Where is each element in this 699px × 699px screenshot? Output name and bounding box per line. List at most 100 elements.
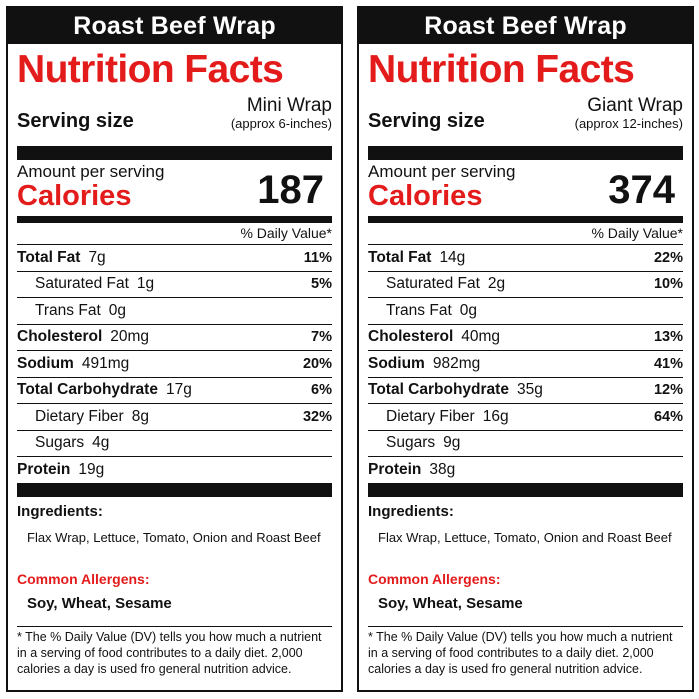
amount-per-serving-label: Amount per serving [17, 162, 165, 181]
product-title: Roast Beef Wrap [359, 8, 692, 44]
nutrient-daily-value: 11% [303, 249, 332, 266]
nutrient-row-saturated-fat: Saturated Fat 1g 5% [17, 272, 332, 298]
calories-label: Calories [17, 180, 132, 212]
serving-size-value: Giant Wrap (approx 12-inches) [575, 96, 683, 132]
nutrient-row-total-carbohydrate: Total Carbohydrate 17g 6% [17, 378, 332, 404]
nutrient-amount: 9g [443, 434, 461, 452]
nutrient-amount: 19g [78, 460, 105, 478]
serving-size-note: (approx 6-inches) [230, 116, 332, 131]
nutrient-row-sodium: Sodium 982mg 41% [368, 351, 683, 378]
nutrient-daily-value: 41% [653, 355, 683, 372]
nutrient-daily-value: 22% [653, 249, 683, 266]
daily-value-header: % Daily Value* [17, 223, 332, 245]
nutrient-name: Protein [368, 460, 422, 478]
nutrient-name: Dietary Fiber [35, 407, 124, 425]
nutrient-daily-value: 32% [302, 408, 332, 425]
calories-value: 187 [257, 168, 324, 212]
nutrient-name: Total Carbohydrate [17, 381, 158, 399]
nutrient-name: Cholesterol [17, 328, 103, 346]
nutrient-daily-value: 20% [302, 355, 332, 372]
nutrient-daily-value: 7% [311, 329, 332, 346]
amount-per-serving-label: Amount per serving [368, 162, 516, 181]
allergens-heading: Common Allergens: [17, 570, 150, 587]
divider-thick [17, 482, 332, 497]
ingredients-text: Flax Wrap, Lettuce, Tomato, Onion and Ro… [27, 529, 321, 545]
nutrient-amount: 4g [92, 434, 110, 452]
nutrient-name: Dietary Fiber [386, 407, 475, 425]
calories-block: Amount per serving Calories 374 [368, 160, 683, 216]
nutrient-name: Cholesterol [368, 328, 454, 346]
nutrient-daily-value: 5% [311, 276, 332, 293]
nutrient-row-protein: Protein 38g [368, 457, 683, 483]
nutrient-name: Total Fat [17, 248, 81, 266]
nutrient-amount: 20mg [110, 328, 150, 346]
nutrient-daily-value: 64% [653, 408, 683, 425]
nutrient-row-total-fat: Total Fat 14g 22% [368, 245, 683, 272]
nutrient-name: Sugars [386, 434, 436, 452]
nutrient-daily-value: 13% [653, 329, 683, 346]
nutrient-amount: 35g [516, 381, 543, 399]
nutrient-name: Total Carbohydrate [368, 381, 509, 399]
serving-size-text: Mini Wrap [246, 95, 332, 116]
calories-value: 374 [608, 168, 675, 212]
nutrition-facts-heading: Nutrition Facts [17, 48, 284, 91]
nutrient-row-total-fat: Total Fat 7g 11% [17, 245, 332, 272]
nutrient-name: Protein [17, 460, 71, 478]
serving-size-text: Giant Wrap [587, 95, 683, 116]
allergens-text: Soy, Wheat, Sesame [27, 594, 172, 612]
nutrient-amount: 0g [459, 301, 477, 319]
nutrition-label-giant: Roast Beef Wrap Nutrition Facts Serving … [357, 6, 694, 692]
nutrient-amount: 982mg [432, 354, 481, 372]
nutrient-amount: 17g [165, 381, 192, 399]
nutrient-row-saturated-fat: Saturated Fat 2g 10% [368, 272, 683, 298]
divider-thin [368, 625, 683, 627]
nutrient-amount: 8g [131, 407, 149, 425]
nutrient-amount: 14g [439, 248, 466, 266]
nutrient-amount: 38g [429, 460, 456, 478]
nutrient-daily-value: 10% [653, 276, 683, 293]
nutrient-name: Saturated Fat [35, 275, 129, 293]
nutrient-name: Trans Fat [386, 301, 452, 319]
nutrition-facts-heading: Nutrition Facts [368, 48, 635, 91]
daily-value-header: % Daily Value* [368, 223, 683, 245]
nutrient-amount: 16g [482, 407, 509, 425]
daily-value-footnote: * The % Daily Value (DV) tells you how m… [368, 630, 673, 676]
serving-row: Serving size Giant Wrap (approx 12-inche… [368, 96, 683, 140]
nutrient-daily-value: 6% [311, 382, 332, 399]
nutrient-name: Sodium [368, 354, 425, 372]
nutrient-name: Saturated Fat [386, 275, 480, 293]
nutrient-name: Total Fat [368, 248, 432, 266]
nutrient-row-dietary-fiber: Dietary Fiber 8g 32% [17, 404, 332, 431]
serving-size-value: Mini Wrap (approx 6-inches) [231, 96, 332, 132]
allergens-text: Soy, Wheat, Sesame [378, 594, 523, 612]
nutrient-row-trans-fat: Trans Fat 0g [368, 298, 683, 325]
nutrient-amount: 0g [108, 301, 126, 319]
nutrient-row-sugars: Sugars 4g [17, 431, 332, 457]
nutrition-label-mini: Roast Beef Wrap Nutrition Facts Serving … [6, 6, 343, 692]
divider-medium [17, 216, 332, 223]
calories-label: Calories [368, 180, 483, 212]
nutrient-row-protein: Protein 19g [17, 457, 332, 483]
nutrient-row-sodium: Sodium 491mg 20% [17, 351, 332, 378]
ingredients-text: Flax Wrap, Lettuce, Tomato, Onion and Ro… [378, 529, 672, 545]
divider-thick [368, 482, 683, 497]
divider-thick [17, 146, 332, 160]
serving-size-label: Serving size [17, 110, 134, 132]
nutrient-row-total-carbohydrate: Total Carbohydrate 35g 12% [368, 378, 683, 404]
ingredients-heading: Ingredients: [368, 502, 454, 520]
nutrient-row-dietary-fiber: Dietary Fiber 16g 64% [368, 404, 683, 431]
nutrient-amount: 2g [487, 275, 506, 293]
serving-size-note: (approx 12-inches) [574, 116, 683, 131]
daily-value-footnote: * The % Daily Value (DV) tells you how m… [17, 630, 322, 676]
product-title: Roast Beef Wrap [8, 8, 341, 44]
nutrient-amount: 491mg [81, 354, 130, 372]
nutrient-amount: 7g [88, 248, 106, 266]
divider-thick [368, 146, 683, 160]
nutrient-amount: 40mg [461, 328, 501, 346]
nutrient-name: Sugars [35, 434, 85, 452]
divider-thin [17, 625, 332, 627]
nutrient-row-trans-fat: Trans Fat 0g [17, 298, 332, 325]
nutrient-name: Sodium [17, 354, 74, 372]
ingredients-heading: Ingredients: [17, 502, 103, 520]
nutrient-row-cholesterol: Cholesterol 40mg 13% [368, 325, 683, 351]
